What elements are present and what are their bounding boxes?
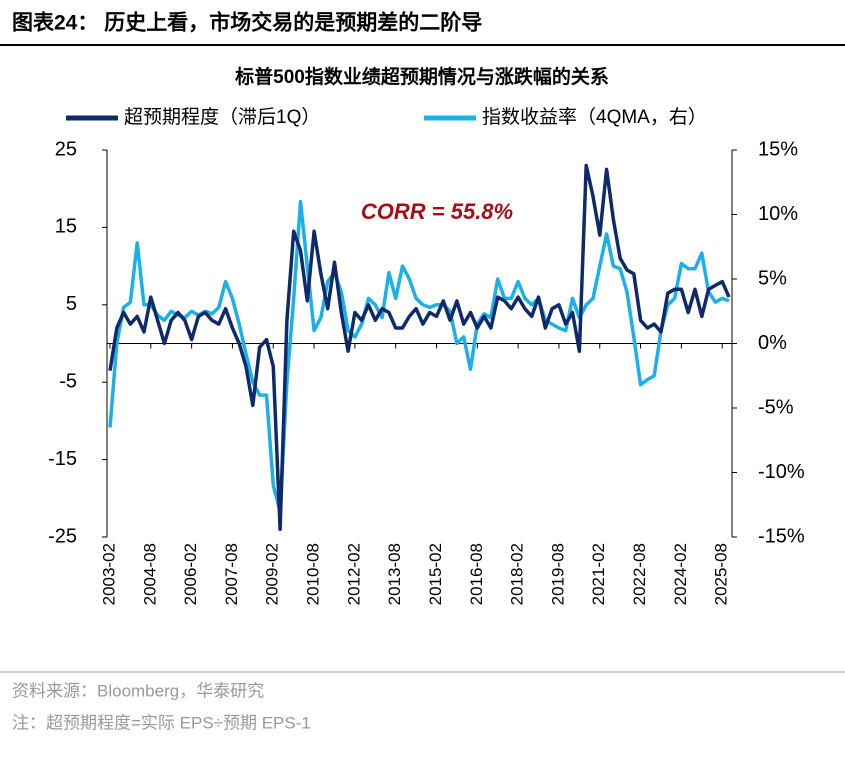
series-line (108, 199, 730, 513)
source: 资料来源：Bloomberg，华泰研究 (12, 681, 264, 700)
y-tick-label: -25 (48, 525, 77, 547)
note: 注：超预期程度=实际 EPS÷预期 EPS-1 (12, 713, 311, 732)
y-tick-label: 5 (66, 293, 77, 315)
chart-title: 标普500指数业绩超预期情况与涨跌幅的关系 (235, 65, 609, 88)
y2-tick-label: 10% (758, 203, 798, 225)
x-tick-label: 2010-08 (304, 543, 323, 605)
x-tick-label: 2016-08 (467, 543, 486, 605)
x-tick-label: 2009-02 (263, 543, 282, 605)
x-tick-label: 2025-08 (712, 543, 731, 605)
x-tick-label: 2024-02 (671, 543, 690, 605)
y2-tick-label: -5% (758, 396, 794, 418)
y2-tick-label: -15% (758, 525, 805, 547)
x-tick-label: 2021-02 (589, 543, 608, 605)
x-tick-label: 2006-02 (181, 543, 200, 605)
y-tick-label: 15 (55, 216, 77, 238)
figure-header: 图表24： 历史上看，市场交易的是预期差的二阶导 (12, 11, 482, 35)
x-tick-label: 2019-08 (548, 543, 567, 605)
x-tick-label: 2018-02 (508, 543, 527, 605)
legend-label: 指数收益率（4QMA，右） (482, 106, 707, 128)
x-tick-label: 2012-02 (344, 543, 363, 605)
y2-tick-label: 5% (758, 267, 787, 289)
x-tick-label: 2015-02 (426, 543, 445, 605)
x-tick-label: 2022-08 (630, 543, 649, 605)
y-tick-label: -15 (48, 448, 77, 470)
annotation: CORR = 55.8% (361, 199, 513, 224)
y2-tick-label: -10% (758, 461, 805, 483)
series-line (108, 163, 731, 532)
legend-label: 超预期程度（滞后1Q） (124, 106, 320, 128)
y2-tick-label: 0% (758, 332, 787, 354)
x-tick-label: 2007-08 (222, 543, 241, 605)
x-tick-label: 2004-08 (140, 543, 159, 605)
y2-tick-label: 15% (758, 138, 798, 160)
y-tick-label: 25 (55, 138, 77, 160)
x-tick-label: 2013-08 (385, 543, 404, 605)
x-tick-label: 2003-02 (99, 543, 118, 605)
y-tick-label: -5 (59, 370, 77, 392)
